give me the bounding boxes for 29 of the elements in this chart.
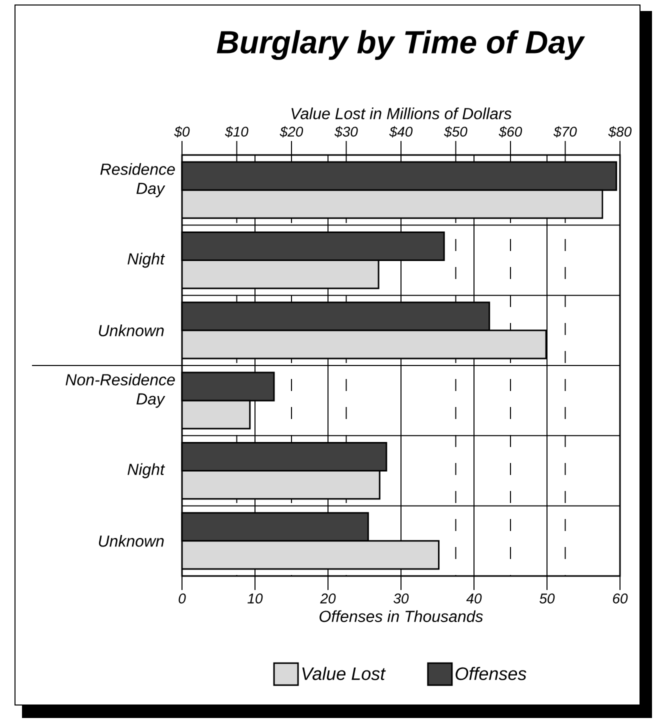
y-tick-label: Day [136,182,166,198]
y-tick-label: Unknown [98,535,164,547]
x2-tick-label: $70 [553,126,577,138]
legend-label: Offenses [456,666,526,680]
x-axis-title: Offenses in Thousands [320,610,483,622]
x-tick-label: 30 [394,594,409,604]
x-tick-label: 20 [320,594,336,604]
text: Non-Residence [66,374,175,386]
x2-tick-label: $40 [389,126,413,138]
x-tick-label: 50 [540,594,555,604]
x-tick-label: 60 [613,594,628,604]
x-tick-label: 0 [178,594,186,604]
x-tick-label: 10 [248,594,263,604]
chart-title: Burglary by Time of Day [216,30,586,60]
y-tick-label: Day [136,393,166,408]
x2-tick-label: $30 [334,126,358,138]
y-tick-label: Unknown [98,324,164,336]
x2-tick-label: $0 [174,126,190,138]
x2-tick-label: $60 [498,126,522,138]
x2-axis-title: Value Lost in Millions of Dollars [292,108,512,120]
x2-tick-label: $80 [608,126,632,138]
legend-label: Value Lost [302,666,386,680]
x2-tick-label: $10 [224,126,248,138]
y-tick-label: Night [128,463,166,478]
x-tick-label: 40 [466,594,482,604]
text: Residence [100,163,175,175]
y-tick-label: Night [128,252,166,268]
x2-tick-label: $50 [444,126,468,138]
x2-tick-label: $20 [280,126,304,138]
